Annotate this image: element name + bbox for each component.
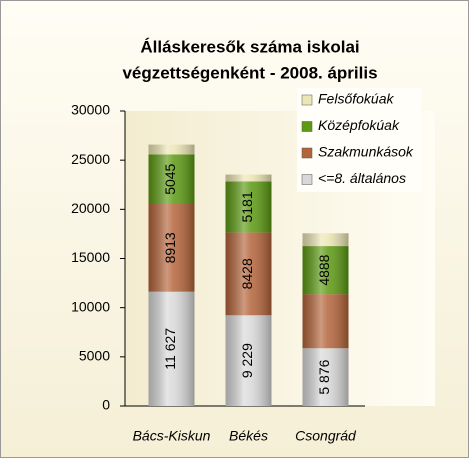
bar-shade (148, 291, 195, 406)
bar-shade (148, 154, 195, 205)
legend-swatch (301, 121, 313, 132)
value-label: 9 229 (239, 343, 255, 378)
legend-label: Felsőfokúak (318, 91, 394, 107)
bar-shade (225, 181, 272, 233)
chart-title: végzettségenként - 2008. április (122, 63, 377, 82)
x-tick-label: Békés (229, 428, 268, 444)
value-label: 4888 (316, 254, 332, 285)
legend-swatch (301, 174, 313, 185)
value-label: 5 876 (316, 359, 332, 394)
y-tick-label: 5000 (79, 348, 110, 364)
legend-swatch (301, 94, 313, 106)
bar-shade (302, 294, 349, 349)
bar-shade (148, 204, 195, 292)
value-label: 8428 (239, 258, 255, 289)
bar-shade (225, 315, 272, 406)
bar-shade (302, 233, 349, 247)
bar-shade (148, 144, 195, 155)
y-tick-label: 15000 (71, 249, 110, 265)
value-label: 5045 (162, 163, 178, 194)
bar-shade (302, 348, 349, 406)
legend-swatch (301, 147, 313, 159)
value-label: 8913 (162, 232, 178, 263)
y-tick-label: 25000 (71, 151, 110, 167)
bar-shade (225, 174, 272, 182)
legend-label: Szakmunkások (318, 144, 414, 160)
y-tick-label: 0 (102, 397, 110, 413)
bar-shade (302, 246, 349, 295)
value-label: 11 627 (162, 328, 178, 370)
legend (297, 88, 421, 192)
y-tick-label: 20000 (71, 200, 110, 216)
x-tick-label: Csongrád (295, 428, 357, 444)
value-label: 5181 (239, 191, 255, 222)
y-tick-label: 10000 (71, 298, 110, 314)
x-tick-label: Bács-Kiskun (133, 428, 211, 444)
y-tick-label: 30000 (71, 102, 110, 118)
bar-shade (225, 232, 272, 316)
legend-label: Középfokúak (318, 117, 400, 133)
legend-label: <=8. általános (318, 170, 406, 186)
chart-title: Álláskeresők száma iskolai (140, 37, 359, 56)
